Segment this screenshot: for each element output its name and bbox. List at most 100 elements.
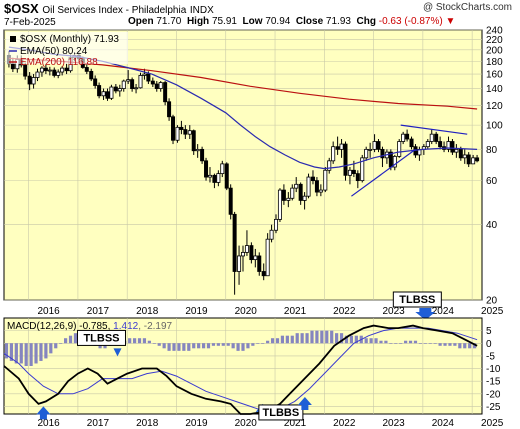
candle-body (302, 195, 307, 201)
legend-bg (6, 32, 128, 64)
candle-body (323, 169, 328, 191)
candle-body (191, 130, 196, 152)
candle-body (183, 129, 188, 135)
macd-histogram-bar (157, 343, 161, 346)
candle-body (434, 133, 439, 142)
candle-body (380, 148, 385, 159)
candle-body (294, 183, 299, 189)
legend-ema50-label: EMA(50) 80.24 (20, 46, 88, 57)
macd-histogram-bar (315, 330, 319, 344)
candle-body (475, 157, 480, 162)
macd-histogram-bar (354, 335, 358, 344)
macd-histogram-bar (468, 343, 472, 349)
quote-date: 7-Feb-2025 (4, 17, 56, 28)
trendline (351, 148, 416, 197)
candle-body (113, 86, 118, 92)
macd-histogram-bar (73, 333, 78, 344)
macd-panel: 5 0-5 -10 -15-20 -25 2016 2017 2018 2019 2020 2021… (3, 317, 504, 429)
candle-body (163, 82, 168, 103)
macd-histogram-bar (216, 343, 220, 346)
macd-histogram-bar (24, 343, 28, 366)
price-tick-label: 20 (486, 296, 498, 307)
candle-body (121, 80, 126, 89)
macd-histogram-bar (266, 340, 270, 344)
macd-histogram-bar (384, 340, 388, 344)
macd-histogram-bar (404, 340, 408, 344)
macd-histogram-bar (270, 338, 275, 344)
candle-body (277, 189, 282, 220)
legend-price-swatch (10, 36, 16, 42)
annotation-label: TLBBS (263, 407, 300, 419)
candle-body (187, 130, 192, 135)
macd-plot-area (3, 317, 483, 415)
candle-body (249, 245, 254, 261)
macd-histogram-bar (448, 343, 452, 346)
candle-body (409, 138, 414, 148)
macd-histogram-bar (458, 343, 462, 349)
candle-body (109, 86, 114, 99)
macd-legend: MACD(12,26,9) -0.785, 1.412, -2.197 (7, 321, 173, 332)
price-tick-label: 180 (486, 57, 503, 68)
candle-body (318, 189, 323, 193)
price-tick-label: 80 (486, 145, 498, 156)
high-value: 75.91 (211, 16, 237, 27)
macd-histogram-bar (19, 343, 23, 364)
macd-histogram-bar (463, 343, 467, 349)
macd-histogram-bar (300, 333, 304, 344)
macd-histogram-bar (132, 338, 137, 344)
candle-body (466, 154, 471, 165)
candle-body (392, 155, 397, 168)
candle-body (89, 70, 94, 80)
macd-x-tick-label: 2021 (284, 418, 307, 429)
macd-histogram-bar (453, 343, 457, 346)
macd-legend-label: MACD(12,26,9) (7, 321, 79, 332)
ohlc-readout: Open 71.70 High 75.91 Low 70.94 Close 71… (128, 16, 455, 27)
candle-body (23, 64, 28, 77)
macd-histogram-bar (339, 333, 344, 344)
candle-body (167, 101, 172, 118)
macd-x-tick-label: 2019 (185, 418, 208, 429)
candle-body (327, 160, 332, 171)
macd-tick-label: -15 (486, 377, 501, 388)
macd-tick-label: -5 (486, 351, 495, 362)
macd-histogram-bar (399, 343, 403, 344)
price-tick-label: 160 (486, 70, 503, 81)
low-value: 70.94 (265, 16, 291, 27)
candle-body (47, 69, 52, 72)
macd-histogram-bar (428, 343, 432, 344)
price-x-tick-label: 2022 (333, 306, 356, 317)
macd-histogram-bar (177, 343, 181, 351)
candle-body (360, 157, 365, 182)
candle-body (56, 71, 61, 76)
macd-histogram-bar (394, 343, 398, 344)
macd-histogram-bar (14, 343, 18, 364)
candle-body (220, 163, 225, 175)
candle-body (269, 229, 274, 240)
macd-legend-signal: 1.412 (113, 321, 138, 332)
macd-histogram-bar (305, 333, 309, 344)
price-x-tick-label: 2016 (38, 306, 61, 317)
candle-body (306, 176, 311, 197)
price-tick-label: 60 (486, 176, 498, 187)
candle-body (355, 173, 360, 182)
candle-body (105, 91, 110, 99)
candle-body (244, 245, 249, 253)
macd-histogram-bar (379, 340, 383, 344)
candle-body (438, 141, 443, 148)
candle-body (146, 73, 151, 82)
candle-body (216, 173, 221, 183)
macd-x-tick-label: 2018 (136, 418, 159, 429)
candle-body (60, 67, 65, 73)
macd-x-tick-label: 2022 (333, 418, 356, 429)
high-label: High (186, 16, 210, 27)
price-x-tick-label: 2023 (382, 306, 405, 317)
macd-histogram-bar (182, 343, 186, 351)
candle-body (331, 146, 336, 162)
macd-x-tick-label: 2025 (481, 418, 504, 429)
candle-body (351, 169, 356, 175)
candle-body (298, 183, 303, 201)
open-value: 71.70 (156, 16, 182, 27)
candle-body (290, 187, 295, 199)
candle-body (429, 133, 434, 142)
